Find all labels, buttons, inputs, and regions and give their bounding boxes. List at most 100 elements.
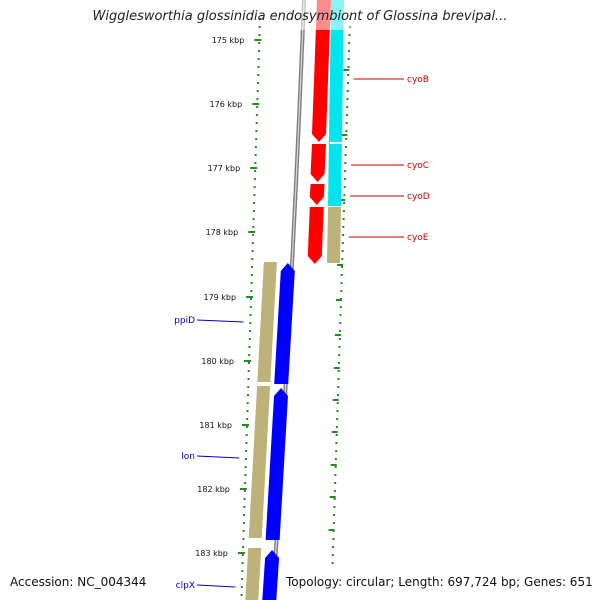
tick-label: 180 kbp <box>201 357 234 366</box>
minor-tick <box>339 330 341 332</box>
minor-tick <box>338 362 340 364</box>
minor-tick <box>245 450 248 452</box>
minor-tick <box>341 258 344 260</box>
minor-tick <box>335 450 338 452</box>
minor-tick <box>334 474 337 476</box>
minor-tick <box>246 410 249 412</box>
major-tick <box>246 296 254 298</box>
minor-tick <box>335 426 338 428</box>
minor-tick <box>255 130 258 132</box>
minor-tick <box>332 538 335 540</box>
accession-label: Accession: NC_004344 <box>10 575 147 589</box>
minor-tick <box>249 322 252 324</box>
minor-tick <box>248 354 251 356</box>
cds-arrow-cyoC <box>310 144 326 182</box>
minor-tick <box>343 202 346 204</box>
minor-tick <box>258 42 261 44</box>
minor-tick <box>340 290 343 292</box>
minor-tick <box>245 434 248 436</box>
tick-label: 178 kbp <box>206 228 239 237</box>
topology-label: Topology: circular; Length: 697,724 bp; … <box>286 575 593 589</box>
minor-tick <box>251 266 254 268</box>
gene-label-lon: lon <box>181 452 195 462</box>
minor-tick <box>251 242 254 244</box>
minor-tick <box>253 194 256 196</box>
minor-tick <box>343 178 346 180</box>
minor-tick <box>334 482 337 484</box>
minor-tick <box>249 306 252 308</box>
minor-tick <box>254 170 257 172</box>
major-tick <box>252 103 260 105</box>
cds-arrow-cyoE <box>307 207 324 264</box>
major-tick <box>242 424 249 426</box>
minor-tick <box>243 490 246 492</box>
minor-tick <box>256 106 259 108</box>
minor-tick <box>240 594 243 596</box>
minor-tick <box>344 162 347 164</box>
minor-tick <box>254 146 257 148</box>
minor-tick <box>348 42 351 44</box>
minor-tick <box>347 58 350 60</box>
minor-tick <box>247 378 250 380</box>
minor-tick <box>333 490 336 492</box>
gene-label-leader <box>196 455 240 459</box>
minor-tick <box>255 138 258 140</box>
major-tick <box>336 299 342 301</box>
minor-tick <box>333 506 336 508</box>
cds-arrow-cyoD <box>309 184 325 205</box>
minor-tick <box>240 586 243 588</box>
minor-tick <box>335 442 338 444</box>
minor-tick <box>331 562 334 564</box>
minor-tick <box>244 474 247 476</box>
cds-arrow-lon <box>265 388 288 540</box>
minor-tick <box>339 322 342 324</box>
minor-tick <box>333 498 336 500</box>
minor-tick <box>258 34 261 36</box>
major-tick <box>254 39 262 41</box>
minor-tick <box>244 458 247 460</box>
minor-tick <box>253 178 256 180</box>
minor-tick <box>253 202 256 204</box>
minor-tick <box>252 210 255 212</box>
minor-tick <box>344 146 347 148</box>
forward-track-segment <box>328 0 344 206</box>
minor-tick <box>342 226 345 228</box>
tick-label: 177 kbp <box>208 164 241 173</box>
minor-tick <box>342 234 345 236</box>
minor-tick <box>248 338 251 340</box>
minor-tick <box>345 114 348 116</box>
major-tick <box>330 464 337 466</box>
minor-tick <box>344 154 347 156</box>
major-tick <box>333 367 340 369</box>
major-tick <box>337 264 344 266</box>
tick-label: 182 kbp <box>197 485 230 494</box>
major-tick <box>244 360 251 362</box>
minor-tick <box>340 282 343 284</box>
gene-label-cyoE: cyoE <box>407 233 429 243</box>
tick-label: 176 kbp <box>210 100 243 109</box>
minor-tick <box>257 74 260 76</box>
tick-label: 179 kbp <box>203 293 236 302</box>
minor-tick <box>250 298 252 300</box>
minor-tick <box>332 522 335 524</box>
major-tick <box>332 399 339 401</box>
minor-tick <box>342 210 345 212</box>
minor-tick <box>253 186 256 188</box>
minor-tick <box>241 554 244 556</box>
minor-tick <box>242 530 245 532</box>
minor-tick <box>341 250 344 252</box>
minor-tick <box>342 218 345 220</box>
cds-arrow-clpX <box>262 550 280 600</box>
title-band <box>300 0 350 30</box>
minor-tick <box>257 66 260 68</box>
minor-tick <box>347 82 349 84</box>
minor-tick <box>243 506 246 508</box>
major-tick <box>328 529 335 531</box>
minor-tick <box>331 554 334 556</box>
genome-title: Wigglesworthia glossinidia endosymbiont … <box>92 9 508 24</box>
minor-tick <box>250 290 253 292</box>
gene-label-clpX: clpX <box>176 581 195 591</box>
cds-arrow-cyoB <box>312 0 331 142</box>
minor-tick <box>249 330 251 332</box>
minor-tick <box>336 402 339 404</box>
